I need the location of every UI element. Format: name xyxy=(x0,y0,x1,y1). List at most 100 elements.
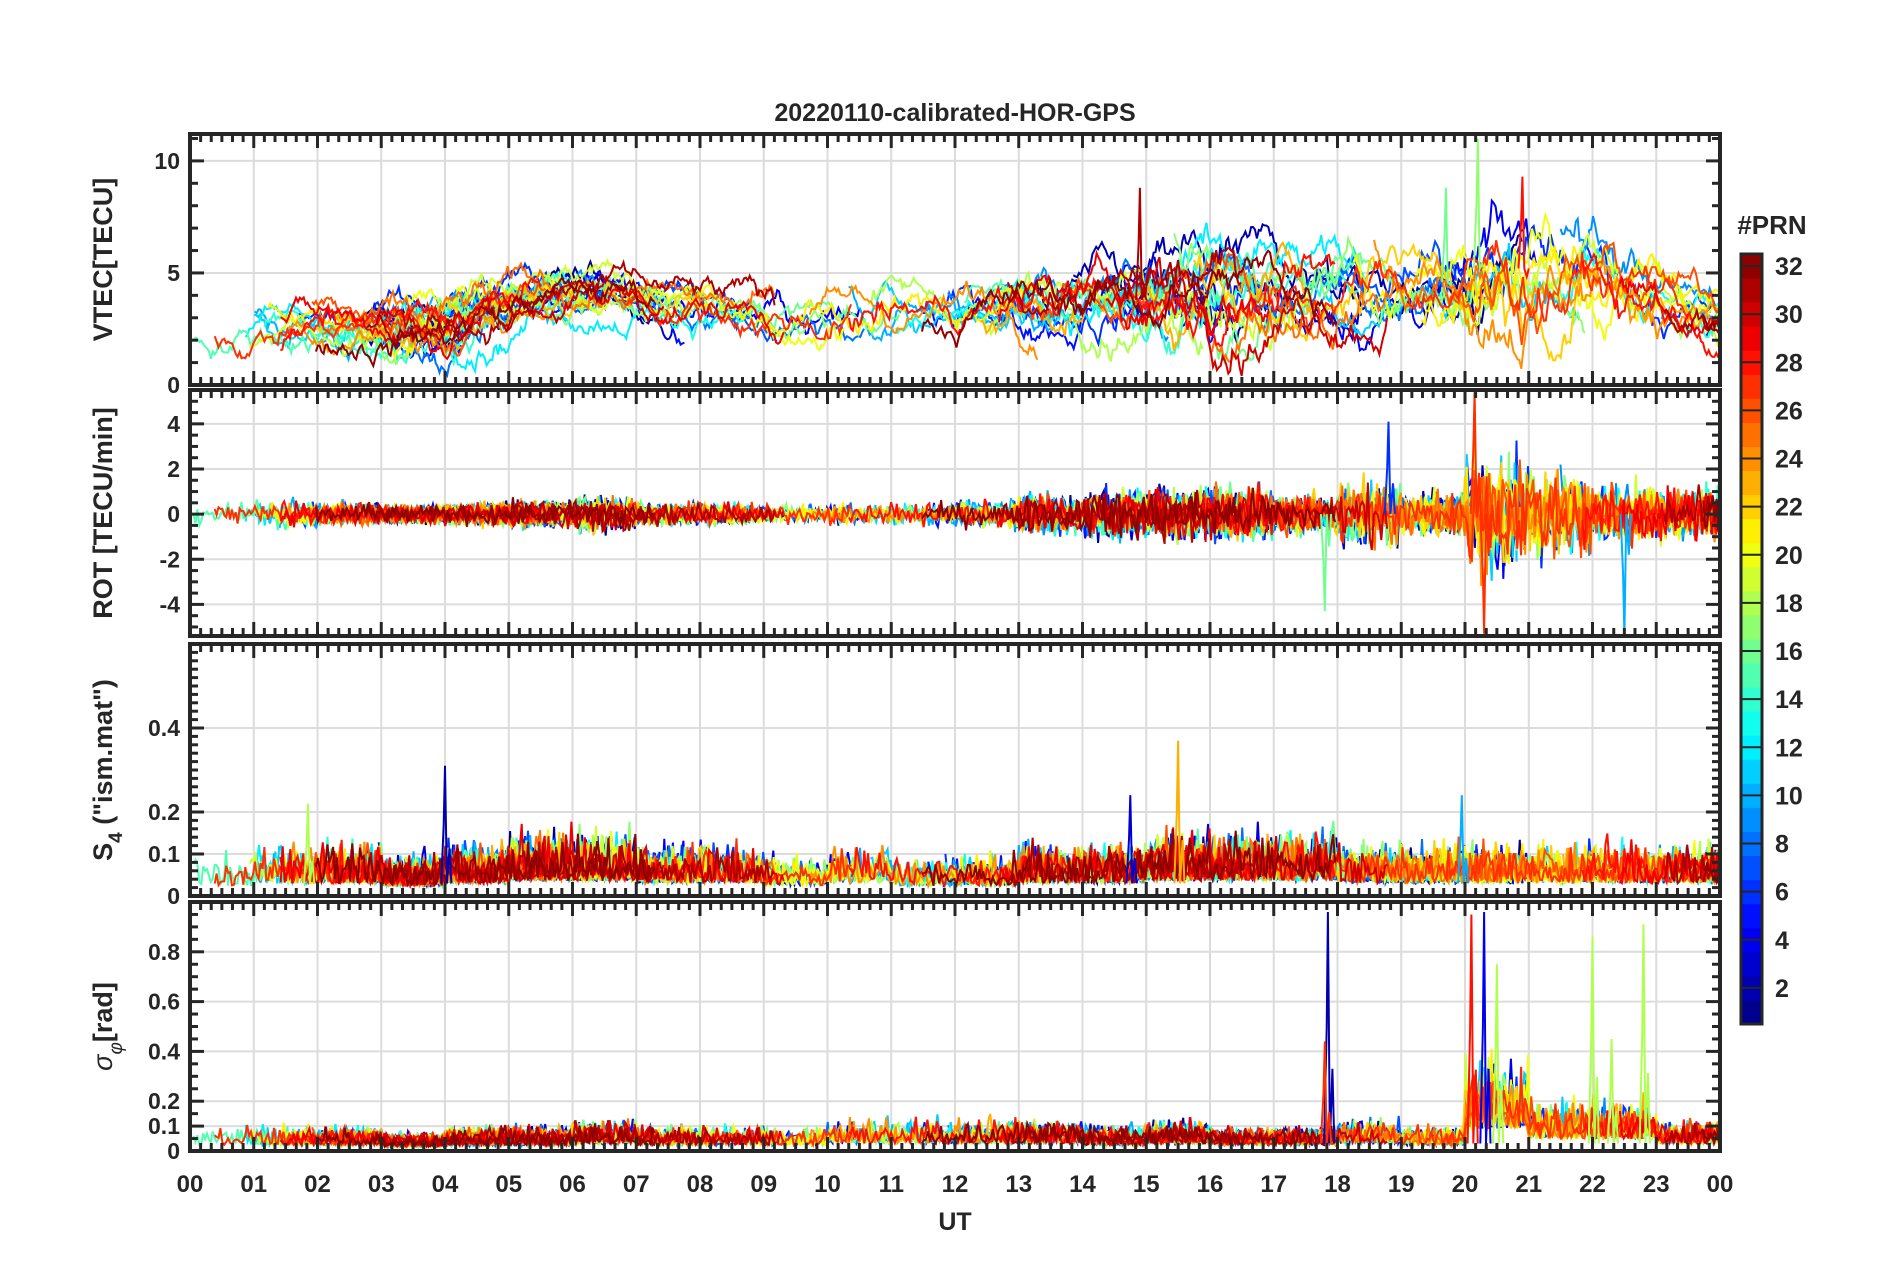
series-prn-32 xyxy=(921,829,1337,889)
colorbar-tick-label: 24 xyxy=(1775,446,1803,474)
y-tick-label: 0.6 xyxy=(148,989,180,1015)
series-prn-30 xyxy=(375,501,665,531)
series-prn-21 xyxy=(685,281,1047,338)
colorbar-swatch-prn-23 xyxy=(1741,470,1762,496)
series-prn-32 xyxy=(1702,1129,1720,1141)
y-label-rest: ("ism.mat") xyxy=(88,679,118,832)
y-tick-label: 0.4 xyxy=(148,1038,180,1064)
colorbar-tick-label: 18 xyxy=(1775,590,1803,618)
series-prn-19 xyxy=(249,257,699,358)
x-axis-label: UT xyxy=(938,1208,971,1236)
series-peak-prn-17 xyxy=(1472,138,1486,273)
series-group xyxy=(192,740,1721,890)
series-peak-prn-2 xyxy=(1323,911,1336,1144)
series-prn-32 xyxy=(314,497,656,527)
x-tick-label: 02 xyxy=(304,1171,331,1198)
series-peak-prn-27 xyxy=(1319,1041,1333,1144)
x-tick-label: 09 xyxy=(750,1171,777,1198)
colorbar-swatch-prn-29 xyxy=(1741,326,1762,351)
colorbar-tick-label: 16 xyxy=(1775,638,1803,666)
colorbar-tick-label: 8 xyxy=(1775,831,1789,859)
x-tick-label: 04 xyxy=(432,1171,459,1198)
series-prn-31 xyxy=(366,258,776,346)
series-peak-prn-27 xyxy=(1469,389,1482,515)
series-peak-prn-2 xyxy=(440,765,453,884)
series-prn-29 xyxy=(998,249,1270,337)
colorbar-swatch-prn-7 xyxy=(1741,855,1762,881)
series-peak-prn-10 xyxy=(1457,795,1470,884)
x-tick-label: 08 xyxy=(687,1171,714,1198)
y-tick-label: 0.2 xyxy=(148,1088,180,1114)
y-tick-label: 10 xyxy=(154,148,180,174)
series-prn-32 xyxy=(1702,314,1720,334)
y-tick-label: 0 xyxy=(167,1138,180,1164)
series-peak-prn-31 xyxy=(1135,187,1148,301)
colorbar-tick-label: 14 xyxy=(1775,686,1803,714)
y-tick-label: -2 xyxy=(160,546,180,572)
x-tick-label: 01 xyxy=(240,1171,267,1198)
series-peak-prn-23 xyxy=(1173,740,1186,884)
x-tick-label: 14 xyxy=(1069,1171,1096,1198)
y-tick-label: 0.1 xyxy=(148,1113,180,1139)
series-prn-28 xyxy=(1581,252,1720,358)
series-prn-32 xyxy=(314,1123,656,1149)
x-tick-label: 18 xyxy=(1324,1171,1351,1198)
y-axis-label: σφ[rad] xyxy=(88,982,127,1071)
colorbar-swatch-prn-25 xyxy=(1741,422,1762,447)
y-tick-label: 0 xyxy=(167,501,180,527)
colorbar-swatch-prn-9 xyxy=(1741,807,1762,832)
series-prn-28 xyxy=(1581,833,1720,887)
y-tick-label: 0.1 xyxy=(148,841,180,867)
series-peak-prn-16 xyxy=(1319,514,1333,612)
series-prn-24 xyxy=(808,280,1039,361)
y-label-subscript: 4 xyxy=(106,832,127,843)
panel-vtec: 0 5 10 VTEC[TECU] xyxy=(88,132,1722,398)
y-axis-label: VTEC[TECU] xyxy=(88,178,118,342)
series-peak-prn-4 xyxy=(1479,911,1492,1144)
series-peak-prn-6 xyxy=(1383,421,1396,515)
series-peak-prn-10 xyxy=(1619,514,1632,637)
series-prn-32 xyxy=(314,833,656,888)
panel-rot: -4 -2 0 2 4 ROT [TECU/min] xyxy=(88,388,1722,638)
colorbar-tick-label: 12 xyxy=(1775,734,1803,762)
x-tick-label: 22 xyxy=(1579,1171,1606,1198)
colorbar-tick-label: 32 xyxy=(1775,253,1803,281)
colorbar-swatch-prn-21 xyxy=(1741,518,1762,544)
series-prn-32 xyxy=(921,1119,1336,1149)
x-tick-label: 07 xyxy=(623,1171,650,1198)
series-peak-prn-27 xyxy=(1479,514,1492,634)
x-tick-label: 00 xyxy=(1707,1171,1734,1198)
y-tick-label: 0 xyxy=(167,372,180,398)
y-tick-label: 4 xyxy=(167,411,180,437)
colorbar-swatch-prn-3 xyxy=(1741,951,1762,977)
y-tick-label: 0 xyxy=(167,883,180,909)
colorbar-title: #PRN xyxy=(1737,210,1806,240)
panel-sigma_phi: 00.10.2 0.4 0.6 0.8 σφ[rad] xyxy=(88,900,1722,1164)
series-prn-31 xyxy=(1663,844,1721,886)
series-prn-32 xyxy=(921,249,1336,348)
colorbar-frame xyxy=(1739,252,1764,1026)
series-prn-32 xyxy=(921,487,1337,538)
x-tick-label: 21 xyxy=(1515,1171,1542,1198)
colorbar-swatch-prn-11 xyxy=(1741,759,1762,784)
series-group xyxy=(192,138,1721,379)
x-tick-label: 23 xyxy=(1643,1171,1670,1198)
colorbar-tick-label: 6 xyxy=(1775,879,1789,907)
x-tick-label: 15 xyxy=(1133,1171,1160,1198)
series-prn-4 xyxy=(1309,198,1537,353)
series-prn-25 xyxy=(321,261,777,336)
y-tick-label: 2 xyxy=(167,456,180,482)
y-tick-label: 0.4 xyxy=(148,715,180,741)
y-label-main: σ xyxy=(88,1053,118,1071)
series-peak-prn-28 xyxy=(1466,914,1479,1144)
panel-s4: 0 0.1 0.2 0.4 S4 ("ism.mat") xyxy=(88,642,1722,909)
colorbar-tick-label: 26 xyxy=(1775,397,1803,425)
y-tick-label: 0.8 xyxy=(148,939,180,965)
series-prn-31 xyxy=(366,842,775,886)
series-peak-prn-18 xyxy=(303,803,316,884)
colorbar-tick-label: 10 xyxy=(1775,782,1803,810)
series-peak-prn-3 xyxy=(1125,795,1138,884)
colorbar-tick-label: 22 xyxy=(1775,494,1803,522)
series-prn-7 xyxy=(1193,238,1458,334)
series-prn-12 xyxy=(244,294,692,375)
